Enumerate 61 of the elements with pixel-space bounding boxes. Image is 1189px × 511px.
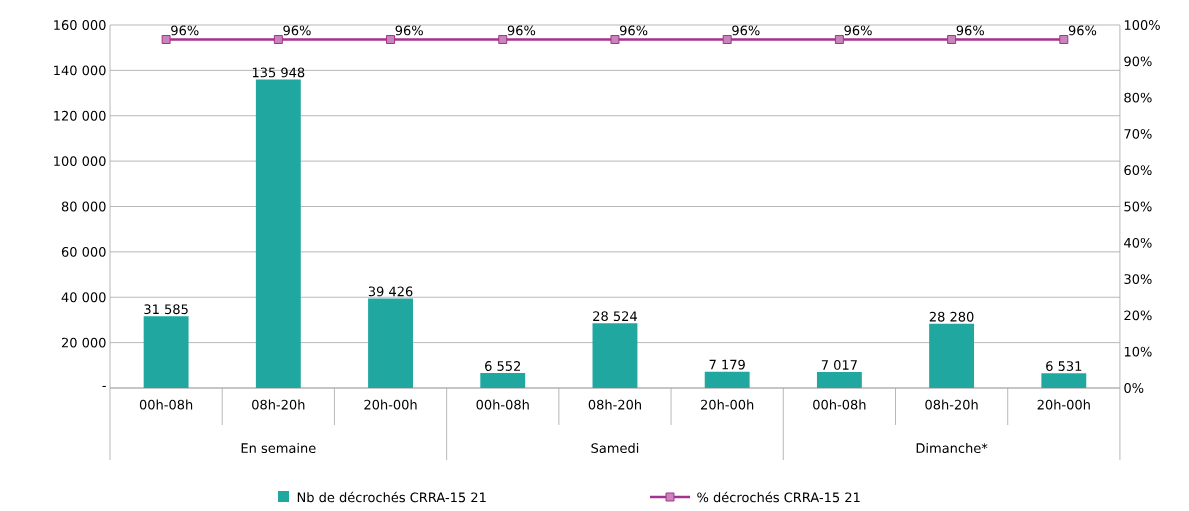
y2-tick-label: 30%	[1124, 274, 1152, 285]
data-label: 96%	[171, 25, 199, 36]
y-tick-label: -	[102, 385, 106, 387]
legend-label: % décrochés CRRA-15 21	[697, 491, 860, 503]
x-tick-label: 20h-00h	[701, 399, 754, 410]
y2-tick-label: 50%	[1124, 201, 1152, 212]
y-tick-label: 80 000	[61, 201, 106, 212]
bar	[929, 323, 975, 388]
data-label: 96%	[395, 25, 423, 36]
y2-tick-label: 60%	[1124, 165, 1152, 176]
x-tick-label: 08h-20h	[925, 399, 978, 410]
data-label: 7 017	[821, 360, 857, 370]
y2-tick-label: 0%	[1124, 383, 1144, 393]
data-label: 96%	[844, 25, 872, 36]
data-label: 96%	[732, 25, 760, 36]
y-tick-label: 60 000	[61, 246, 106, 257]
data-label: 96%	[956, 25, 984, 36]
x-tick-label: 20h-00h	[364, 399, 417, 410]
x-tick-label: 08h-20h	[252, 399, 305, 410]
bar	[816, 372, 862, 388]
data-label: 96%	[1068, 25, 1097, 36]
data-label: 135 948	[252, 67, 305, 78]
y-tick-label: 160 000	[54, 20, 106, 30]
data-label: 96%	[619, 25, 648, 36]
data-label: 31 585	[144, 304, 188, 315]
legend-label: Nb de décrochés CRRA-15 21	[297, 491, 486, 503]
y2-tick-label: 100%	[1124, 20, 1160, 30]
bar	[592, 323, 638, 388]
bar	[704, 371, 750, 388]
y2-tick-label: 20%	[1124, 310, 1152, 321]
bar	[480, 373, 526, 388]
bar	[255, 79, 301, 388]
y-tick-label: 120 000	[54, 110, 106, 121]
y-tick-label: 40 000	[61, 292, 106, 303]
y-tick-label: 20 000	[61, 337, 106, 348]
y2-tick-label: 10%	[1124, 346, 1152, 357]
data-label: 6 531	[1046, 361, 1082, 371]
x-tick-label: 00h-08h	[139, 399, 193, 410]
y2-tick-label: 90%	[1124, 56, 1152, 67]
y-tick-label: 140 000	[54, 65, 106, 76]
data-label: 6 552	[485, 361, 521, 371]
text: Dimanche*	[916, 442, 988, 454]
bar	[368, 298, 413, 388]
text: Samedi	[591, 442, 639, 454]
data-label: 96%	[283, 25, 311, 36]
data-label: 96%	[507, 25, 536, 36]
x-tick-label: 00h-08h	[813, 399, 866, 410]
text: En semaine	[241, 442, 316, 454]
y2-tick-label: 40%	[1124, 237, 1152, 248]
y-tick-label: 100 000	[54, 156, 106, 167]
bar	[143, 316, 189, 388]
y2-tick-label: 70%	[1124, 128, 1152, 139]
data-label: 28 524	[593, 311, 637, 322]
x-tick-label: 20h-00h	[1037, 399, 1090, 410]
data-label: 7 179	[709, 359, 745, 370]
bar	[1041, 373, 1087, 388]
x-tick-label: 00h-08h	[476, 399, 529, 410]
x-tick-label: 08h-20h	[588, 399, 641, 410]
data-label: 39 426	[368, 286, 413, 297]
y2-tick-label: 80%	[1124, 92, 1152, 103]
data-label: 28 280	[929, 311, 974, 322]
